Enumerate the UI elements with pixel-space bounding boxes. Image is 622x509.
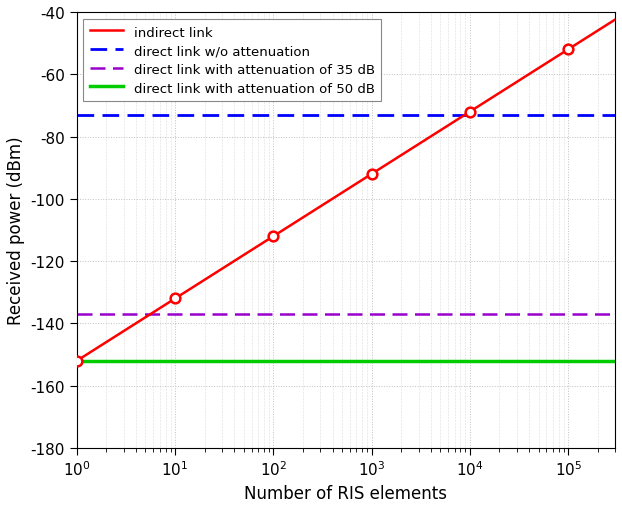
direct link with attenuation of 35 dB bbox=[73, 312, 80, 318]
indirect link bbox=[598, 25, 606, 32]
direct link with attenuation of 50 dB bbox=[73, 358, 80, 364]
X-axis label: Number of RIS elements: Number of RIS elements bbox=[244, 484, 447, 502]
indirect link bbox=[328, 196, 336, 203]
indirect link bbox=[73, 358, 80, 364]
indirect link bbox=[364, 174, 372, 180]
indirect link bbox=[514, 79, 522, 85]
indirect link bbox=[611, 17, 619, 23]
Line: indirect link: indirect link bbox=[77, 20, 615, 361]
indirect link bbox=[394, 155, 401, 161]
direct link w/o attenuation bbox=[73, 112, 80, 119]
indirect link bbox=[332, 194, 340, 201]
Y-axis label: Received power (dBm): Received power (dBm) bbox=[7, 136, 25, 325]
Legend: indirect link, direct link w/o attenuation, direct link with attenuation of 35 d: indirect link, direct link w/o attenuati… bbox=[83, 19, 381, 102]
